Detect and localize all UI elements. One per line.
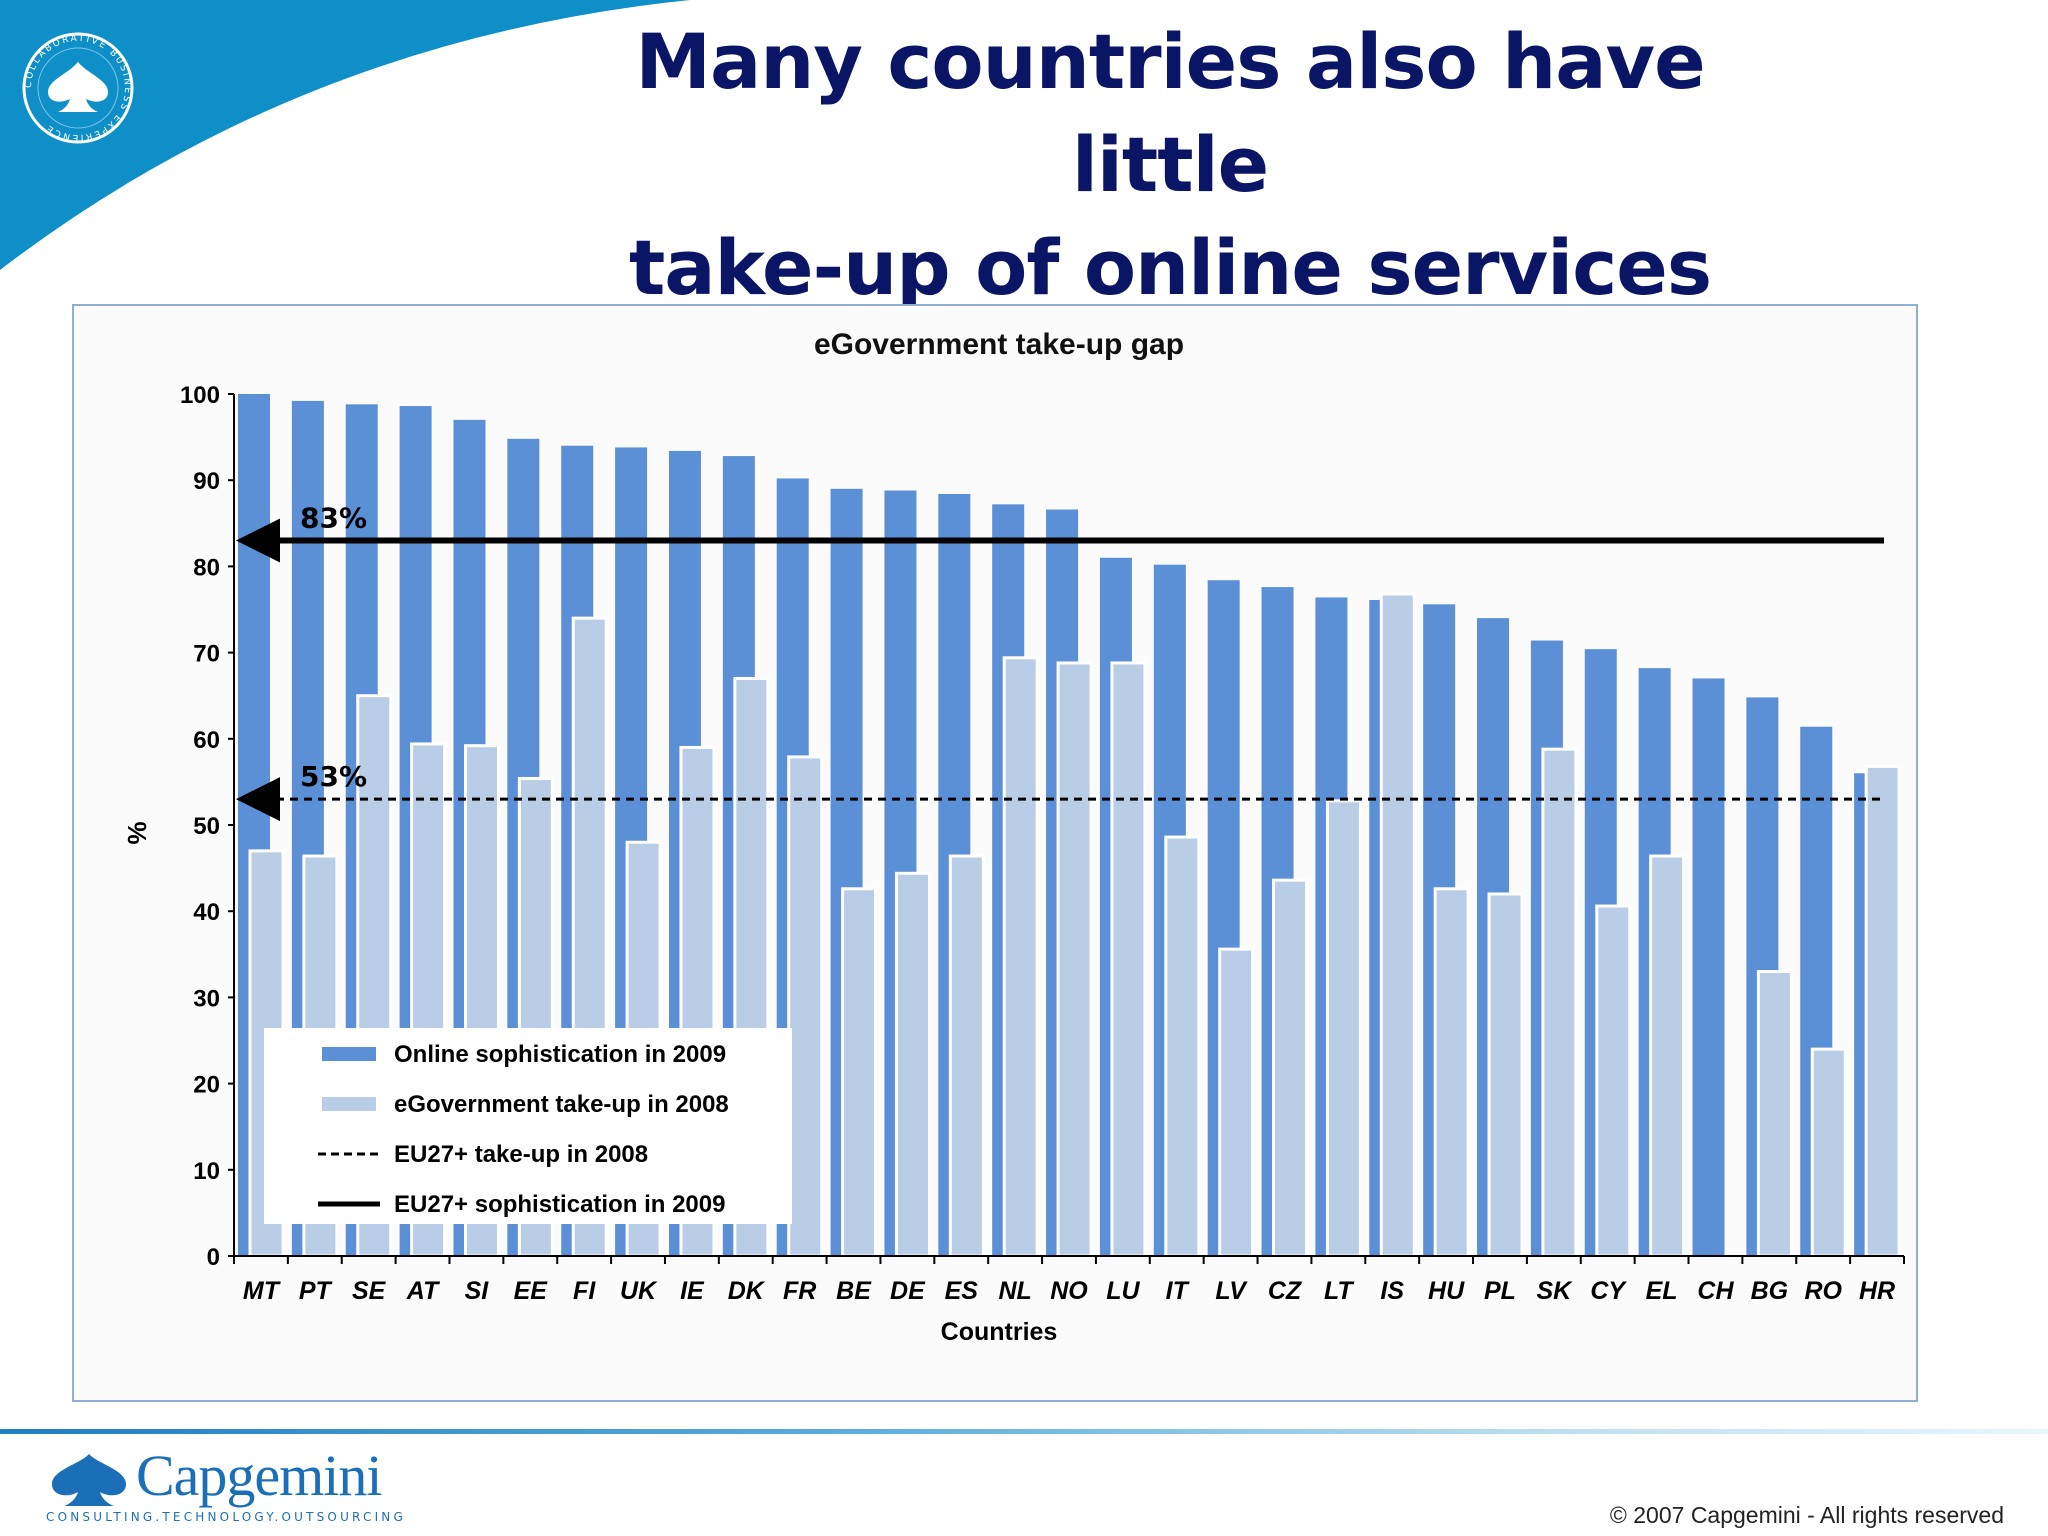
y-tick-label: 40 [193,899,220,926]
x-tick-label-ch: CH [1697,1277,1734,1305]
x-tick-label-hr: HR [1859,1277,1895,1305]
y-tick-label: 30 [193,985,220,1012]
x-tick-label-lv: LV [1215,1277,1248,1305]
bar-egov-takeup-it [1164,835,1201,1258]
x-tick-label-mt: MT [243,1277,282,1305]
x-tick-label-si: SI [465,1277,490,1305]
y-tick-label: 70 [193,641,220,668]
y-tick-label: 50 [193,813,220,840]
x-tick-label-uk: UK [620,1277,658,1305]
bar-egov-takeup-lv [1218,947,1255,1258]
x-axis-label: Countries [941,1318,1058,1346]
legend-swatch-0 [322,1047,376,1061]
x-tick-label-se: SE [352,1277,387,1305]
y-tick-label: 0 [207,1244,220,1271]
corner-swoosh: COLLABORATIVE BUSINESS EXPERIENCE [0,0,690,270]
bar-egov-takeup-cz [1272,878,1309,1258]
capgemini-logo: Capgemini CONSULTING.TECHNOLOGY.OUTSOURC… [44,1443,403,1525]
bar-egov-takeup-cy [1595,904,1632,1258]
bar-online-sophistication-ch [1692,678,1725,1256]
y-tick-label: 60 [193,727,220,754]
x-tick-label-pt: PT [299,1277,334,1305]
brand-tagline: CONSULTING.TECHNOLOGY.OUTSOURCING [46,1510,406,1524]
brand-name: Capgemini [136,1443,383,1508]
legend-label-1: eGovernment take-up in 2008 [394,1091,729,1118]
bar-egov-takeup-pl [1487,892,1524,1258]
chart-title: eGovernment take-up gap [814,328,1184,361]
x-tick-label-ro: RO [1804,1277,1842,1305]
x-tick-label-cy: CY [1590,1277,1627,1305]
x-tick-label-dk: DK [728,1277,766,1305]
y-axis-label: % [122,821,152,844]
x-tick-label-de: DE [890,1277,926,1305]
x-tick-label-hu: HU [1428,1277,1465,1305]
bar-egov-takeup-lt [1325,799,1362,1258]
x-tick-label-ee: EE [514,1277,549,1305]
x-tick-label-lt: LT [1324,1277,1355,1305]
x-tick-label-es: ES [945,1277,979,1305]
y-tick-label: 80 [193,554,220,581]
bar-egov-takeup-ro [1810,1047,1847,1258]
x-tick-label-it: IT [1166,1277,1191,1305]
spade-icon [52,1454,126,1506]
bar-egov-takeup-lu [1110,661,1147,1258]
bar-egov-takeup-no [1056,661,1093,1258]
legend-swatch-1 [322,1097,376,1111]
y-tick-label: 20 [193,1072,220,1099]
x-tick-label-no: NO [1050,1277,1088,1305]
footer-divider [0,1429,2048,1434]
annotation-53pct: 53% [300,760,367,793]
legend-label-2: EU27+ take-up in 2008 [394,1141,648,1168]
bar-egov-takeup-hu [1433,887,1470,1258]
x-tick-label-sk: SK [1536,1277,1573,1305]
slide-title-line1: Many countries also have little [635,17,1705,209]
bar-egov-takeup-fr [787,755,824,1258]
bar-egov-takeup-bg [1756,970,1793,1258]
annotation-83pct: 83% [300,502,367,535]
x-tick-label-be: BE [836,1277,872,1305]
y-tick-label: 90 [193,468,220,495]
x-tick-label-fr: FR [783,1277,816,1305]
x-tick-label-el: EL [1646,1277,1678,1305]
chart-frame: eGovernment take-up gap 83% 53% 0 10 20 30 40 50… [72,304,1918,1402]
x-tick-label-lu: LU [1106,1277,1140,1305]
x-tick-label-is: IS [1380,1277,1404,1305]
slide-title-line2: take-up of online services [628,223,1712,312]
y-tick-label: 10 [193,1158,220,1185]
x-tick-label-ie: IE [680,1277,705,1305]
eu27-takeup-arrow-icon [236,777,280,822]
bar-egov-takeup-es [948,854,985,1258]
bar-egov-takeup-el [1649,854,1686,1258]
slide-title: Many countries also have little take-up … [560,10,1780,319]
eu27-sophistication-arrow-icon [236,518,280,563]
bar-egov-takeup-nl [1002,656,1039,1258]
x-tick-label-fi: FI [573,1277,596,1305]
bar-egov-takeup-de [894,871,931,1258]
bar-chart: eGovernment take-up gap 83% 53% 0 10 20 30 40 50… [122,328,1905,1346]
bar-egov-takeup-is [1379,592,1416,1258]
collaborative-badge-icon: COLLABORATIVE BUSINESS EXPERIENCE [22,32,134,144]
legend-label-3: EU27+ sophistication in 2009 [394,1191,725,1218]
bar-egov-takeup-sk [1541,747,1578,1258]
x-tick-label-cz: CZ [1268,1277,1303,1305]
copyright-notice: © 2007 Capgemini - All rights reserved [1609,1502,2004,1528]
legend-label-0: Online sophistication in 2009 [394,1041,726,1068]
x-tick-label-bg: BG [1751,1277,1789,1305]
x-tick-label-pl: PL [1484,1277,1516,1305]
y-tick-label: 100 [180,382,220,409]
x-tick-label-nl: NL [998,1277,1031,1305]
x-tick-label-at: AT [406,1277,441,1305]
bar-egov-takeup-be [841,887,878,1258]
bar-egov-takeup-hr [1864,764,1901,1258]
